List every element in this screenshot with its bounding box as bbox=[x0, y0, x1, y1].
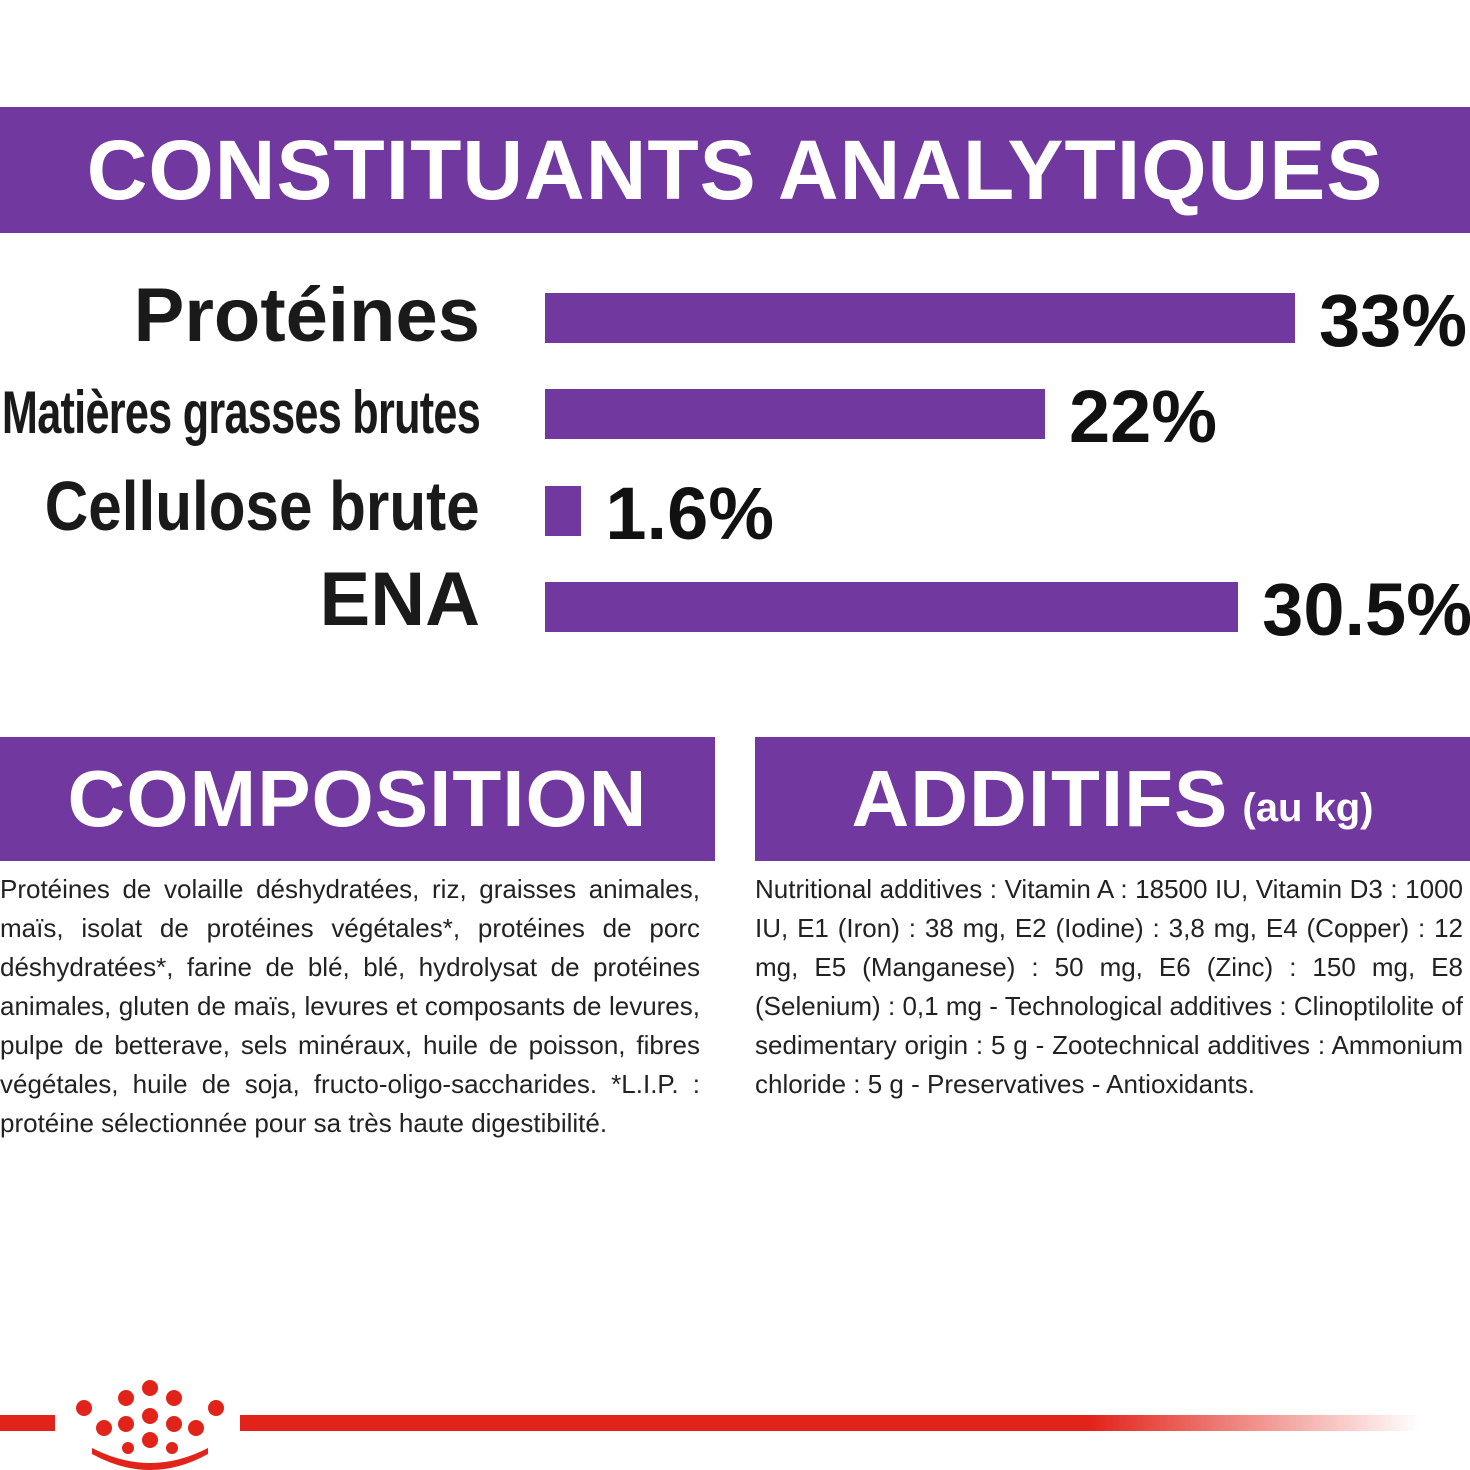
value-label: 33% bbox=[1319, 279, 1468, 362]
footer-red-line-right bbox=[240, 1415, 1420, 1431]
bar-ena bbox=[545, 582, 1239, 632]
value-label: 1.6% bbox=[605, 472, 775, 555]
category-label: Protéines bbox=[133, 273, 480, 358]
analytics-title: CONSTITUANTS ANALYTIQUES bbox=[86, 122, 1384, 217]
analytics-header-band: CONSTITUANTS ANALYTIQUES bbox=[0, 107, 1470, 233]
bar-cellulose bbox=[545, 486, 582, 536]
category-label: Matières grasses brutes bbox=[1, 379, 481, 446]
category-label: Cellulose brute bbox=[45, 467, 480, 545]
bar-matieres-grasses bbox=[545, 389, 1045, 439]
additifs-text: Nutritional additives : Vitamin A : 1850… bbox=[755, 874, 1463, 1099]
additifs-title: ADDITIFS bbox=[851, 754, 1229, 843]
royal-canin-crown-icon bbox=[76, 1380, 224, 1470]
composition-title: COMPOSITION bbox=[67, 754, 648, 843]
category-label: ENA bbox=[319, 557, 480, 642]
composition-header-band: COMPOSITION bbox=[0, 737, 715, 861]
composition-text: Protéines de volaille déshydratées, riz,… bbox=[0, 874, 700, 1138]
additifs-subtitle: (au kg) bbox=[1242, 785, 1374, 830]
value-label: 22% bbox=[1069, 375, 1218, 458]
additifs-header-band: ADDITIFS (au kg) bbox=[755, 737, 1470, 861]
bar-proteines bbox=[545, 293, 1295, 343]
value-label: 30.5% bbox=[1262, 568, 1470, 651]
footer-red-line-left bbox=[0, 1415, 55, 1431]
